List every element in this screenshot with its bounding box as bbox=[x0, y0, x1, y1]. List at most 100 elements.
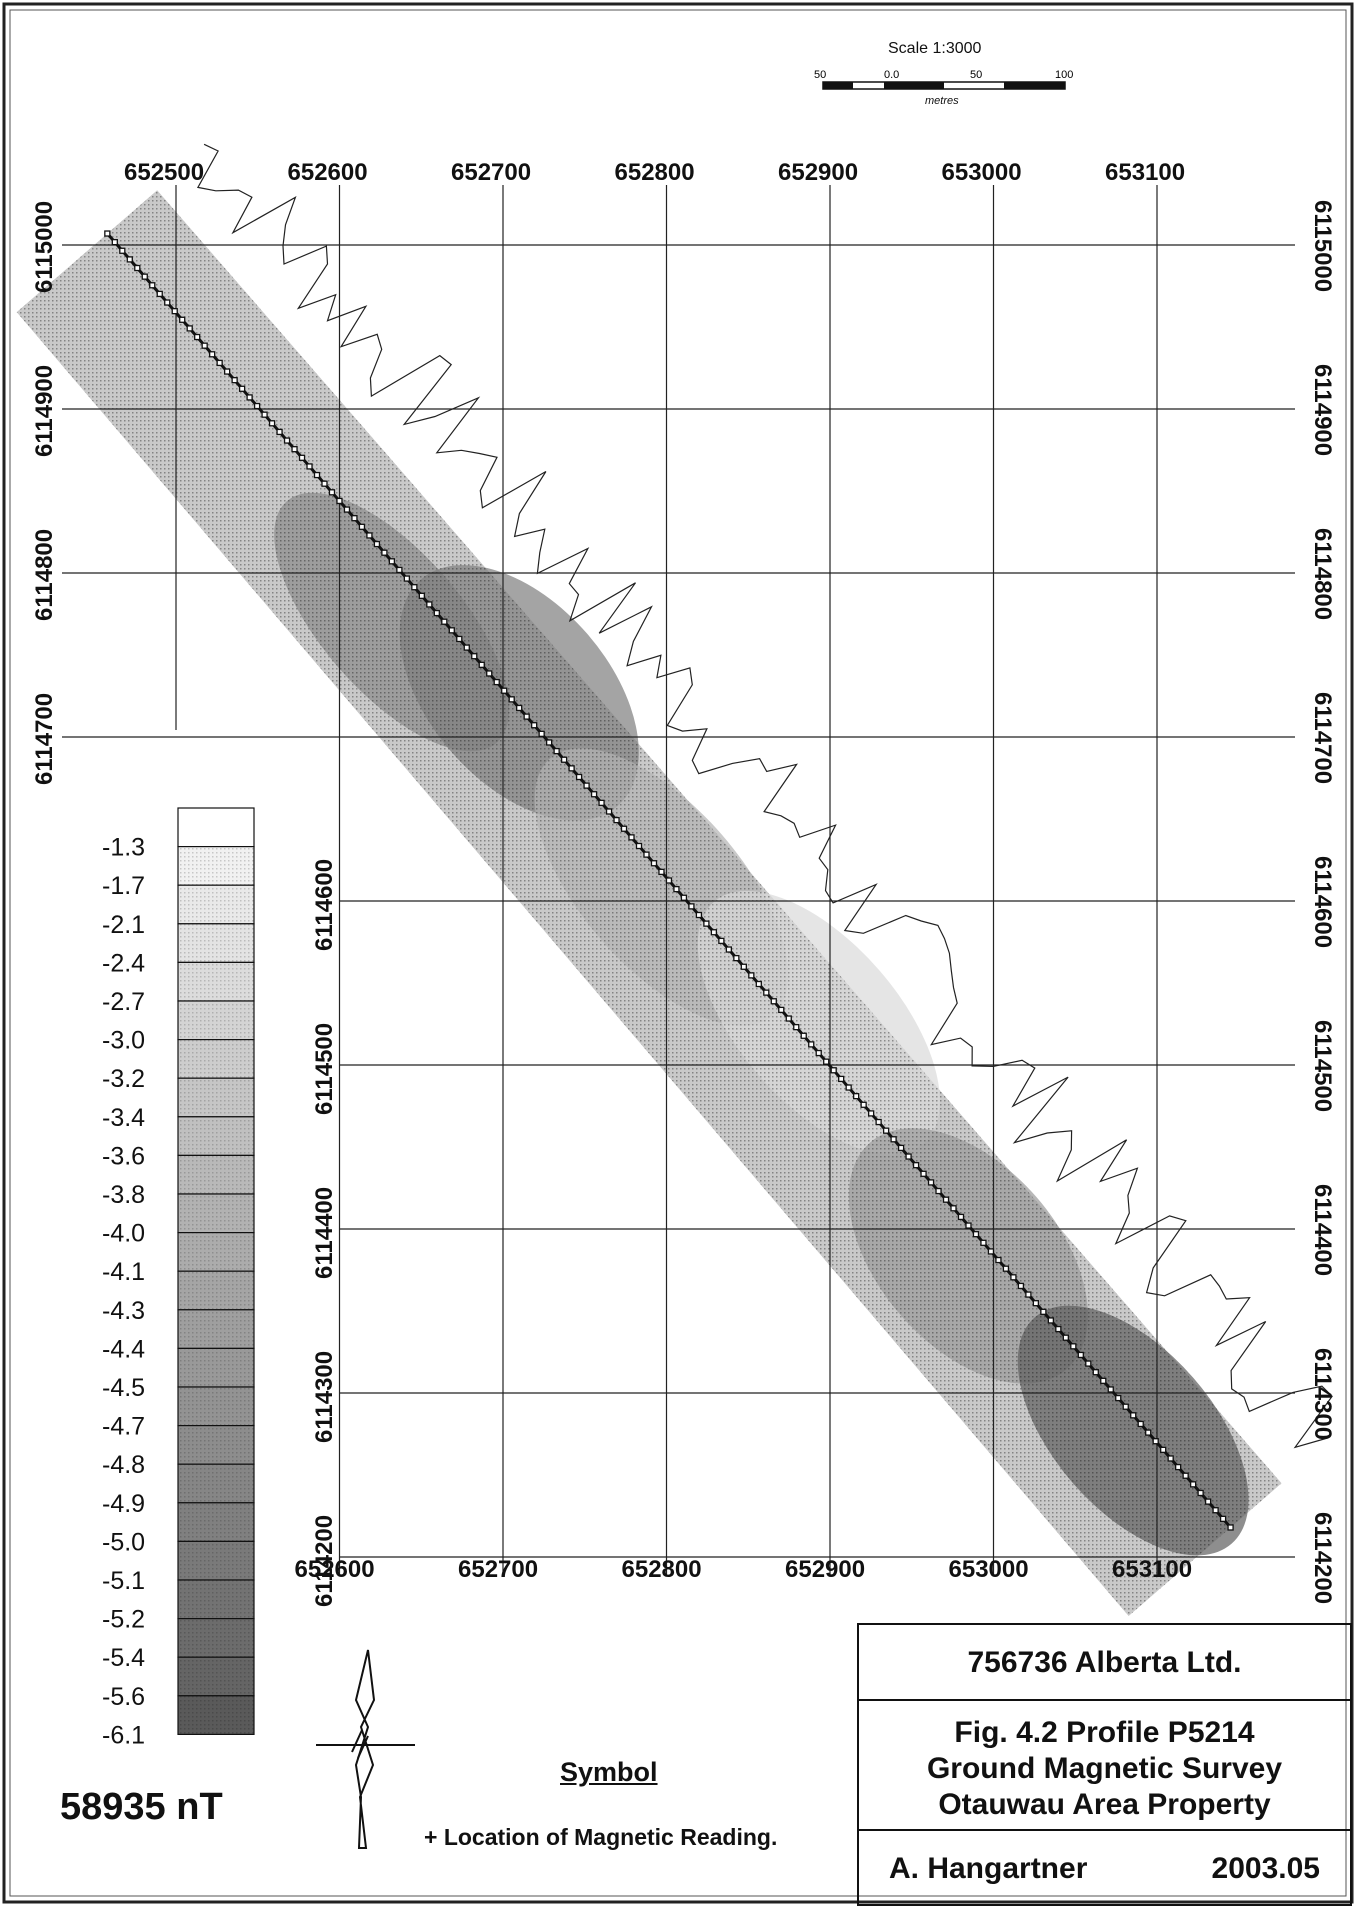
legend-swatch-texture bbox=[178, 1618, 254, 1658]
reading-marker bbox=[276, 428, 283, 436]
reading-marker bbox=[411, 584, 418, 591]
reading-marker bbox=[912, 1162, 920, 1169]
northing-label-right: 6114400 bbox=[1309, 1184, 1336, 1276]
reading-marker bbox=[358, 523, 366, 530]
legend-swatch-texture bbox=[178, 962, 254, 1001]
reading-marker bbox=[119, 247, 126, 254]
legend-value-label: -5.4 bbox=[102, 1644, 145, 1672]
reading-marker bbox=[1182, 1472, 1189, 1479]
reading-marker bbox=[643, 851, 650, 858]
legend-value-label: -3.8 bbox=[102, 1181, 145, 1209]
symbol-description: + Location of Magnetic Reading. bbox=[424, 1824, 778, 1850]
reading-marker bbox=[793, 1023, 800, 1031]
legend-value-label: -5.1 bbox=[102, 1567, 145, 1595]
legend-swatch bbox=[177, 807, 255, 848]
reading-marker bbox=[1070, 1343, 1077, 1350]
reading-marker bbox=[867, 1110, 875, 1117]
reading-marker bbox=[560, 756, 568, 763]
reading-marker bbox=[501, 687, 508, 694]
reading-marker bbox=[141, 273, 148, 280]
reading-marker bbox=[246, 394, 253, 401]
reading-marker bbox=[223, 368, 231, 375]
easting-label-top: 652600 bbox=[288, 159, 368, 186]
legend-swatch-texture bbox=[178, 1116, 254, 1156]
reading-marker bbox=[860, 1101, 867, 1108]
reading-marker bbox=[1122, 1403, 1129, 1410]
reading-marker bbox=[171, 308, 178, 315]
survey-line bbox=[104, 230, 1234, 1531]
reading-marker bbox=[628, 834, 635, 841]
reading-marker bbox=[725, 946, 733, 953]
reading-marker bbox=[336, 497, 343, 505]
reading-marker bbox=[1167, 1455, 1174, 1462]
legend-value-label: -3.6 bbox=[102, 1142, 145, 1170]
symbol-heading: Symbol bbox=[560, 1757, 658, 1787]
reading-marker bbox=[321, 480, 328, 487]
easting-label-bottom: 652600 bbox=[295, 1556, 375, 1583]
northing-label-right: 6114500 bbox=[1309, 1020, 1336, 1112]
reading-marker bbox=[703, 920, 710, 927]
reading-marker bbox=[890, 1136, 897, 1143]
legend-swatch-texture bbox=[178, 1039, 254, 1079]
reading-marker bbox=[366, 532, 373, 539]
legend-swatch-texture bbox=[178, 1001, 254, 1040]
reading-marker bbox=[1189, 1481, 1197, 1488]
reading-marker bbox=[875, 1118, 882, 1126]
reading-marker bbox=[388, 558, 396, 565]
reading-marker bbox=[583, 782, 590, 789]
legend-swatch-texture bbox=[178, 1695, 254, 1735]
easting-label-top: 652800 bbox=[615, 159, 695, 186]
magnetic-anomaly-band bbox=[16, 190, 1282, 1616]
legend-swatch-texture bbox=[178, 923, 254, 963]
reading-marker bbox=[343, 506, 351, 513]
reading-marker bbox=[1085, 1360, 1092, 1367]
reading-marker bbox=[126, 256, 133, 263]
easting-label-top: 653100 bbox=[1105, 159, 1185, 186]
reading-marker bbox=[1047, 1317, 1055, 1324]
reading-marker bbox=[298, 454, 306, 461]
reading-marker bbox=[456, 635, 463, 643]
legend-value-label: -1.3 bbox=[102, 834, 145, 862]
legend-swatch-texture bbox=[178, 1464, 254, 1503]
scale-tick-label: 100 bbox=[1055, 69, 1073, 81]
legend-swatch-texture bbox=[178, 1232, 254, 1272]
easting-label-top: 652700 bbox=[451, 159, 531, 186]
legend-labels: -1.3 -1.7 -2.1 -2.4 -2.7 -3.0 -3.2 -3.4 -3.6 -3.8… bbox=[102, 834, 145, 1750]
reading-marker bbox=[733, 954, 740, 962]
reading-marker bbox=[441, 618, 448, 625]
reading-marker bbox=[194, 333, 201, 341]
figure-title-block: Fig. 4.2 Profile P5214 Ground Magnetic S… bbox=[857, 1699, 1352, 1831]
reading-marker bbox=[448, 627, 455, 634]
scale-unit: metres bbox=[925, 95, 959, 107]
northing-label-left: 6114800 bbox=[31, 529, 58, 621]
reading-marker bbox=[261, 411, 268, 418]
reading-marker bbox=[853, 1093, 860, 1100]
reading-marker bbox=[268, 420, 276, 427]
reading-marker bbox=[463, 644, 470, 651]
reading-marker bbox=[718, 937, 725, 945]
reading-marker bbox=[1077, 1351, 1084, 1359]
reading-marker bbox=[935, 1187, 942, 1195]
reading-marker bbox=[598, 799, 605, 807]
legend-value-label: -5.6 bbox=[102, 1683, 145, 1711]
magnetic-profile-traces bbox=[196, 143, 1333, 1449]
reading-marker bbox=[403, 575, 411, 582]
figure-title-line: Ground Magnetic Survey bbox=[926, 1752, 1283, 1785]
reading-marker bbox=[381, 549, 388, 556]
reading-marker bbox=[1032, 1300, 1040, 1307]
figure-title-line: Fig. 4.2 Profile P5214 bbox=[954, 1716, 1255, 1749]
reading-marker bbox=[179, 316, 186, 323]
reading-marker bbox=[658, 868, 665, 876]
reading-marker bbox=[845, 1084, 852, 1091]
legend-swatch-texture bbox=[178, 1309, 254, 1349]
reading-marker bbox=[665, 877, 673, 884]
north-arrow-icon bbox=[316, 1649, 415, 1849]
legend-value-label: -3.2 bbox=[102, 1065, 145, 1093]
reading-marker bbox=[328, 489, 336, 496]
reading-marker bbox=[1227, 1524, 1234, 1531]
reading-marker bbox=[800, 1032, 807, 1039]
northing-label-right: 6114200 bbox=[1309, 1512, 1336, 1604]
company-name: 756736 Alberta Ltd. bbox=[857, 1623, 1352, 1701]
reading-marker bbox=[770, 998, 777, 1005]
scale-tick-label: 50 bbox=[970, 69, 982, 81]
